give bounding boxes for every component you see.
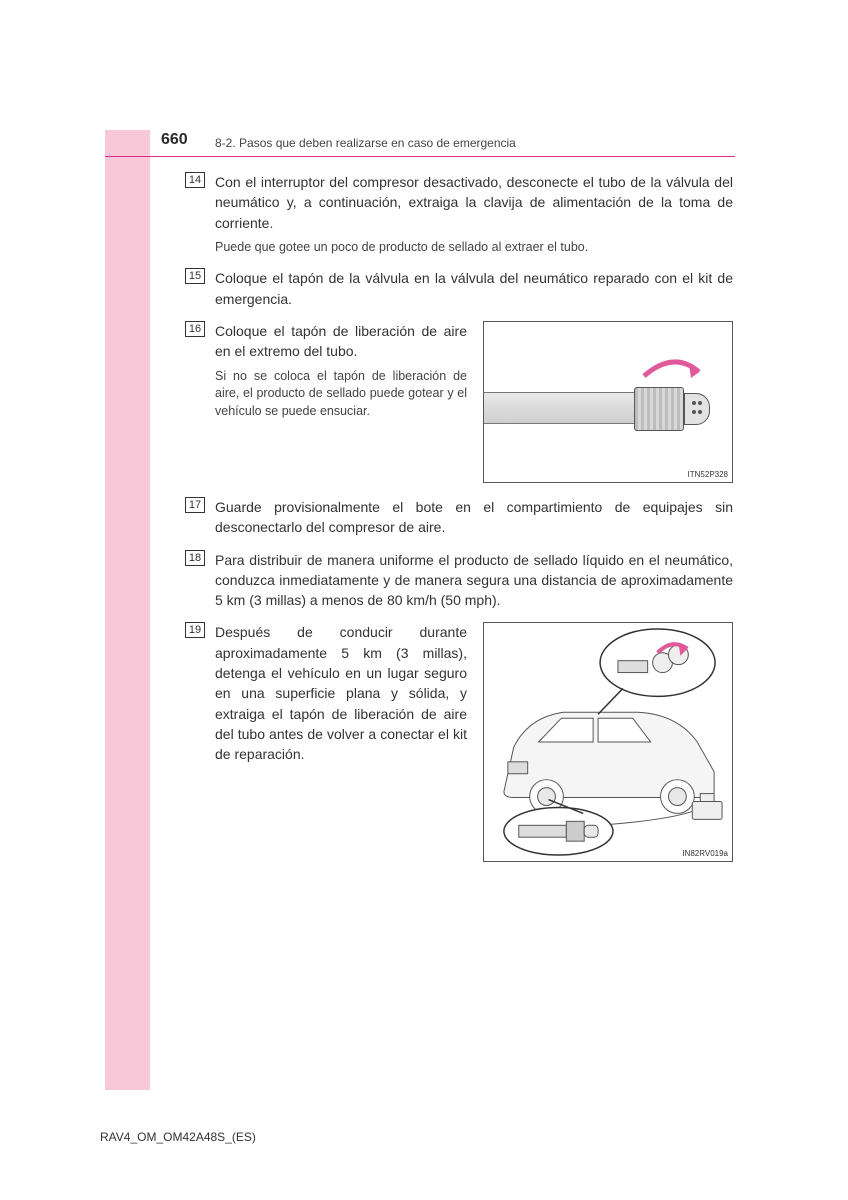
step-15: 15 Coloque el tapón de la válvula en la … [185,268,733,309]
step-body: Coloque el tapón de la válvula en la vál… [215,268,733,309]
section-color-tab [105,130,150,1090]
step-14: 14 Con el interruptor del compresor desa… [185,172,733,256]
step-17: 17 Guarde provisionalmente el bote en el… [185,497,733,538]
section-header: 8-2. Pasos que deben realizarse en caso … [215,136,516,150]
step-number-box: 15 [185,268,205,284]
step-text: Coloque el tapón de la válvula en la vál… [215,268,733,309]
page: 660 8-2. Pasos que deben realizarse en c… [0,0,848,1200]
step-number-box: 16 [185,321,205,337]
figure-reference: IN82RV019a [682,849,728,858]
step-number-box: 19 [185,622,205,638]
step-body: Coloque el tapón de liberación de aire e… [215,321,467,420]
step-text: Después de conducir durante aproximadame… [215,622,467,764]
step-19: 19 Después de conducir durante aproximad… [185,622,733,862]
step-text: Guarde provisionalmente el bote en el co… [215,497,733,538]
page-number: 660 [161,131,188,149]
step-16: 16 Coloque el tapón de liberación de air… [185,321,733,483]
figure-vehicle-repair-kit: IN82RV019a [483,622,733,862]
figure-hose-release-cap: ITN52P328 [483,321,733,483]
figure-reference: ITN52P328 [688,470,728,479]
rotate-arrow-icon [639,356,709,386]
step-text: Con el interruptor del compresor desacti… [215,172,733,233]
step-number-box: 17 [185,497,205,513]
figure-1-container: ITN52P328 [483,321,733,483]
step-text: Para distribuir de manera uniforme el pr… [215,550,733,611]
step-body: Guarde provisionalmente el bote en el co… [215,497,733,538]
step-number-box: 18 [185,550,205,566]
footer-document-code: RAV4_OM_OM42A48S_(ES) [100,1130,256,1144]
step-body: Con el interruptor del compresor desacti… [215,172,733,256]
step-body: Para distribuir de manera uniforme el pr… [215,550,733,611]
body-content: 14 Con el interruptor del compresor desa… [185,172,733,874]
step-number-box: 14 [185,172,205,188]
connector-illustration [634,377,714,441]
step-18: 18 Para distribuir de manera uniforme el… [185,550,733,611]
step-body: Después de conducir durante aproximadame… [215,622,467,764]
step-text: Coloque el tapón de liberación de aire e… [215,321,467,362]
step-note: Si no se coloca el tapón de liberación d… [215,368,467,421]
figure-2-container: IN82RV019a [483,622,733,862]
step-note: Puede que gotee un poco de producto de s… [215,239,733,257]
hose-illustration [484,392,644,424]
header-rule [105,156,735,157]
